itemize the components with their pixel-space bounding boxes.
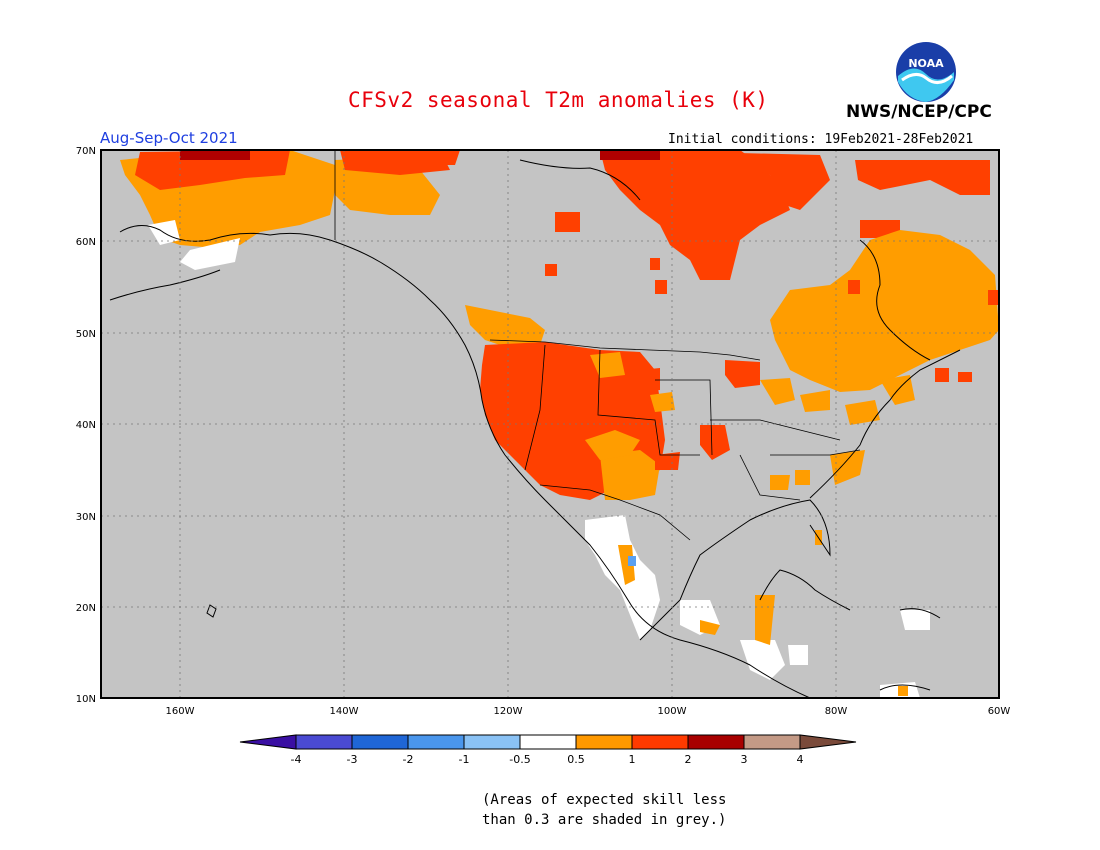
colorbar-tick-label: -0.5	[509, 753, 530, 766]
lon-label-60w: 60W	[988, 706, 1011, 717]
colorbar-tick-label: -2	[403, 753, 414, 766]
map-frame	[100, 149, 1000, 699]
lon-label-100w: 100W	[658, 706, 687, 717]
colorbar-tick-label: 3	[741, 753, 748, 766]
logo-text: NOAA	[908, 57, 944, 70]
colorbar-box	[295, 734, 353, 750]
anomaly-region-west-us	[465, 305, 760, 500]
skill-note-line-2: than 0.3 are shaded in grey.)	[482, 812, 727, 828]
lon-labels: 160W 140W 120W 100W 80W 60W	[166, 706, 1011, 717]
colorbar-box	[519, 734, 577, 750]
lat-label-70n: 70N	[76, 146, 96, 157]
colorbar-tick-label: 1	[629, 753, 636, 766]
colorbar-tick-label: 2	[685, 753, 692, 766]
colorbar-box	[575, 734, 633, 750]
colorbar-box	[407, 734, 465, 750]
season-label: Aug-Sep-Oct 2021	[100, 129, 238, 147]
lat-label-20n: 20N	[76, 603, 96, 614]
colorbar-tick-label: 0.5	[567, 753, 585, 766]
colorbar-tick-label: -3	[347, 753, 358, 766]
skill-note-line-1: (Areas of expected skill less	[482, 792, 727, 808]
lat-label-50n: 50N	[76, 329, 96, 340]
borders	[334, 150, 861, 541]
coastlines	[109, 159, 961, 698]
initial-conditions-label: Initial conditions: 19Feb2021-28Feb2021	[668, 132, 974, 147]
lat-labels: 70N 60N 50N 40N 30N 20N 10N	[76, 146, 96, 705]
colorbar-tick-label: -4	[291, 753, 302, 766]
agency-label: NWS/NCEP/CPC	[846, 102, 992, 122]
lon-label-80w: 80W	[825, 706, 848, 717]
colorbar-box	[687, 734, 745, 750]
lat-label-10n: 10N	[76, 694, 96, 705]
colorbar-box	[743, 734, 801, 750]
colorbar-box	[351, 734, 409, 750]
lat-label-30n: 30N	[76, 512, 96, 523]
colorbar-arrow-low	[239, 734, 297, 750]
colorbar-tick-label: 4	[797, 753, 804, 766]
lat-label-60n: 60N	[76, 237, 96, 248]
grid	[101, 150, 999, 698]
anomaly-region-alaska	[120, 150, 450, 270]
colorbar-tick-label: -1	[459, 753, 470, 766]
anomaly-region-east-us	[760, 378, 880, 545]
anomaly-region-mexico	[585, 515, 930, 698]
chart-title: CFSv2 seasonal T2m anomalies (K)	[348, 88, 769, 112]
noaa-logo: NOAA	[896, 42, 956, 102]
colorbar-arrow-high	[799, 734, 857, 750]
colorbar-box	[463, 734, 521, 750]
lon-label-160w: 160W	[166, 706, 195, 717]
lat-label-40n: 40N	[76, 420, 96, 431]
colorbar-box	[631, 734, 689, 750]
lon-label-120w: 120W	[494, 706, 523, 717]
lon-label-140w: 140W	[330, 706, 359, 717]
